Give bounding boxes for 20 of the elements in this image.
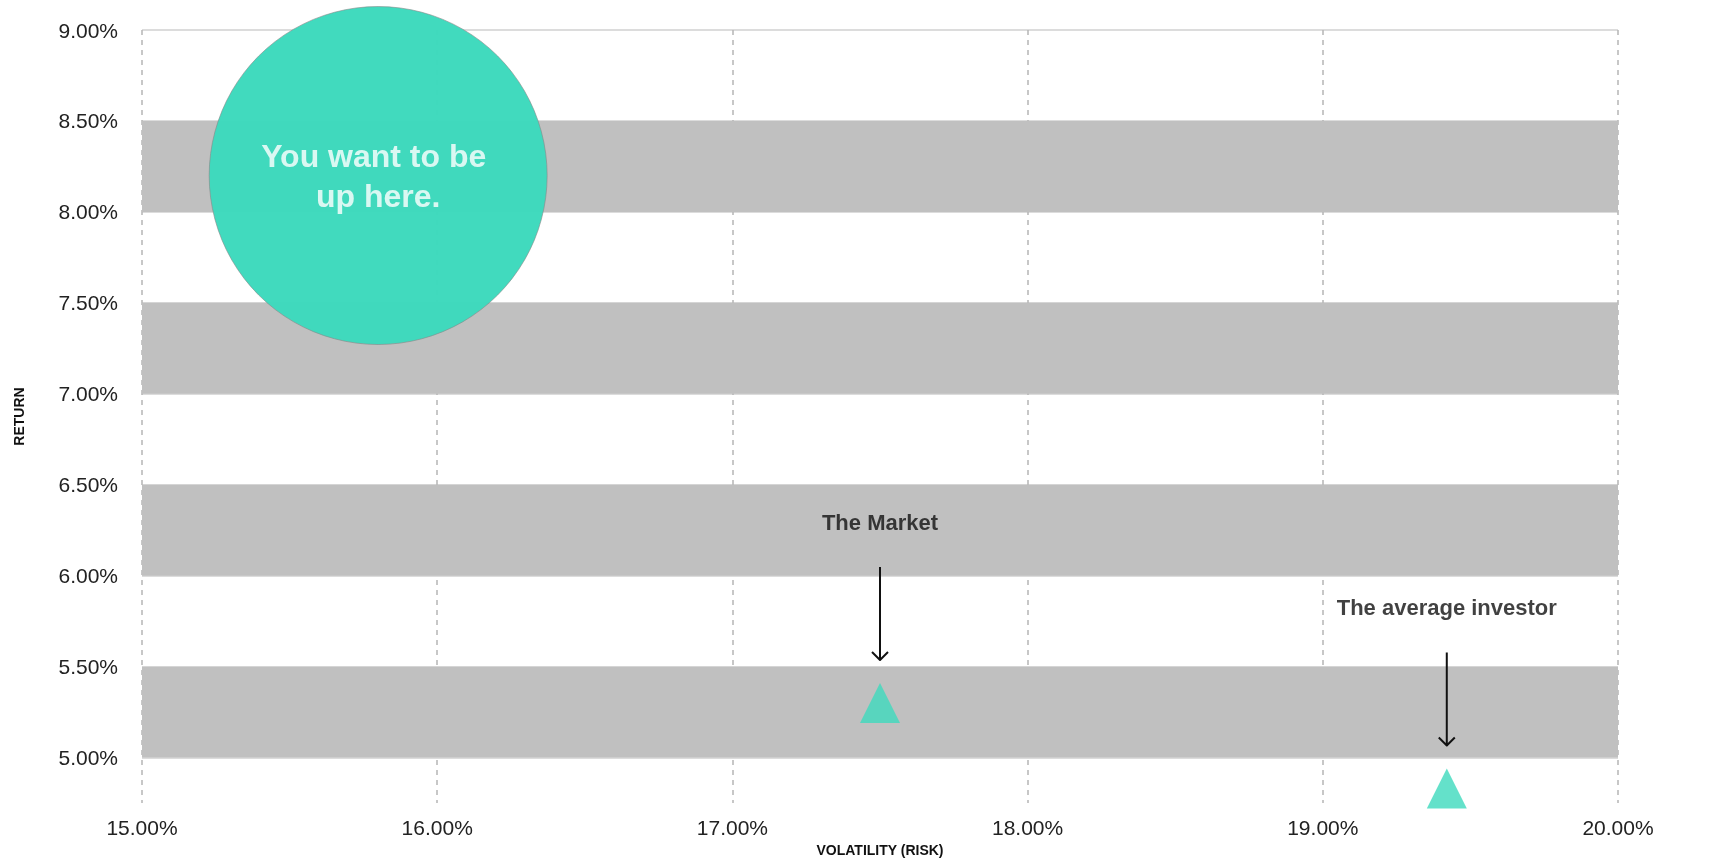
annotation: The average investor xyxy=(1336,595,1558,621)
x-axis-title: VOLATILITY (RISK) xyxy=(816,842,944,858)
x-tick-label: 20.00% xyxy=(1582,816,1654,840)
y-tick-label: 9.00% xyxy=(58,18,118,42)
x-tick-label: 17.00% xyxy=(696,816,769,840)
y-tick-label: 8.50% xyxy=(58,109,118,133)
x-tick-label: 15.00% xyxy=(106,816,178,840)
y-tick-label: 6.50% xyxy=(58,473,118,497)
x-tick-label: 19.00% xyxy=(1287,816,1359,840)
y-tick-label: 8.00% xyxy=(58,200,118,224)
x-tick-label: 16.00% xyxy=(401,816,473,840)
y-tick-label: 7.00% xyxy=(58,382,118,406)
y-tick-label: 6.00% xyxy=(58,564,118,588)
y-tick-label: 5.00% xyxy=(58,746,118,770)
annotation: You want to be up here. xyxy=(261,137,496,214)
y-tick-label: 5.50% xyxy=(58,655,118,679)
x-tick-label: 18.00% xyxy=(991,816,1064,840)
annotation: The Market xyxy=(821,509,939,535)
y-tick-label: 7.50% xyxy=(58,291,118,315)
y-axis-title: RETURN xyxy=(11,387,27,446)
